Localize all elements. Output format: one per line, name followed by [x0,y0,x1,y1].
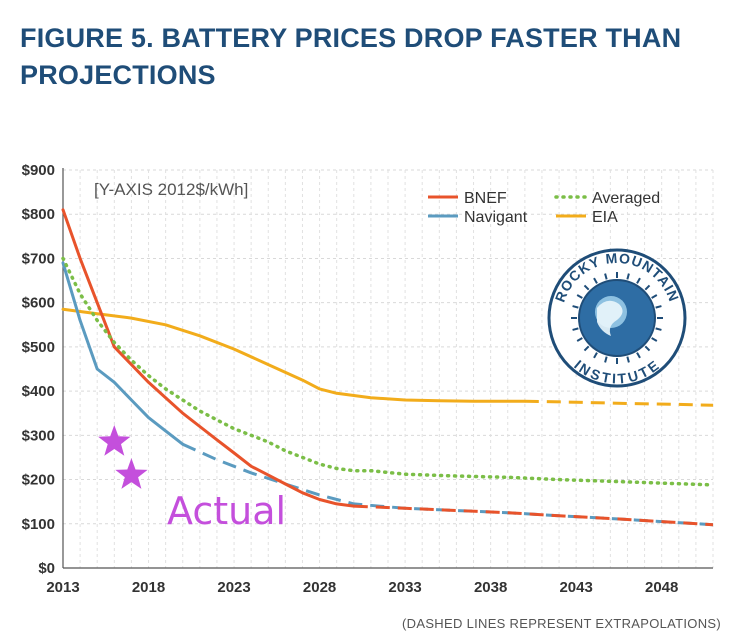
series-line-averaged [61,256,715,487]
y-tick-label: $600 [22,295,55,312]
logo-ray [583,345,590,352]
series-extrapolation-bnef [353,504,714,527]
actual-star-marker [115,458,148,489]
x-tick-label: 2038 [474,579,507,596]
legend-item-averaged: Averaged [554,190,660,207]
series-line-eia [61,307,527,403]
logo-ray [644,345,651,352]
chart-title-line-1: FIGURE 5. BATTERY PRICES DROP FASTER THA… [20,23,682,53]
logo-ray [604,356,608,363]
actual-label: Actual [167,489,286,533]
logo-ray [576,337,583,342]
logo-ray [583,284,590,291]
y-tick-label: $800 [22,206,55,223]
logo-ray [604,273,608,280]
logo-ray [572,327,579,331]
logo-ray [655,305,662,309]
legend-item-navigant: Navigant [428,209,528,226]
actual-star-marker [98,425,131,456]
logo-ray [593,352,598,359]
legend-label-eia: EIA [592,209,618,226]
y-axis-label: [Y-AXIS 2012$/kWh] [94,180,248,199]
y-tick-label: $300 [22,427,55,444]
legend-label-averaged: Averaged [592,190,660,207]
x-tick-label: 2043 [559,579,592,596]
x-tick-label: 2028 [303,579,336,596]
legend-item-eia: EIA [556,209,618,226]
y-tick-label: $0 [38,560,55,577]
logo-ray [644,284,651,291]
x-tick-label: 2013 [46,579,79,596]
y-tick-label: $500 [22,339,55,356]
logo-ray [626,356,630,363]
logo-ray [626,273,630,280]
legend-item-bnef: BNEF [428,190,507,207]
y-tick-label: $900 [22,162,55,179]
x-tick-label: 2048 [645,579,678,596]
x-tick-label: 2033 [388,579,421,596]
logo-ray [593,277,598,284]
legend: BNEF Navigant Averaged EIA [428,190,660,226]
legend-label-navigant: Navigant [464,209,528,226]
logo-ray [636,277,641,284]
x-tick-label: 2018 [132,579,165,596]
logo-ray [576,294,583,299]
logo-ray [636,352,641,359]
series-extrapolation-eia [524,399,714,407]
y-tick-label: $200 [22,472,55,489]
axes: $0 $100 $200 $300 $400 $500 $600 $700 $800 $900 20… [22,162,713,596]
chart-title-line-2: PROJECTIONS [20,60,216,90]
chart-title: FIGURE 5. BATTERY PRICES DROP FASTER THA… [20,20,720,94]
logo-ray [651,337,658,342]
y-tick-label: $400 [22,383,55,400]
series-line-navigant [61,261,185,446]
logo-ray [572,305,579,309]
y-tick-label: $100 [22,516,55,533]
x-tick-label: 2023 [217,579,250,596]
y-tick-label: $700 [22,250,55,267]
legend-label-bnef: BNEF [464,190,507,207]
series-lines [61,208,715,527]
series-line-bnef [61,208,356,508]
footnote: (DASHED LINES REPRESENT EXTRAPOLATIONS) [402,616,721,631]
annotations: Actual [98,425,286,533]
logo-ray [651,294,658,299]
logo-ray [655,327,662,331]
logo-continent [597,300,623,336]
